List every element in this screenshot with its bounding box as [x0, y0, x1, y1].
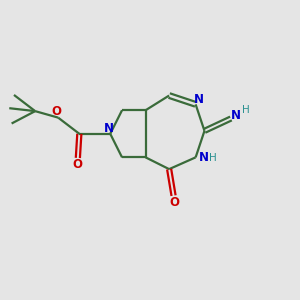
Text: N: N	[231, 109, 241, 122]
Text: O: O	[72, 158, 82, 171]
Text: N: N	[199, 152, 209, 164]
Text: O: O	[170, 196, 180, 208]
Text: N: N	[194, 93, 204, 106]
Text: O: O	[52, 105, 62, 118]
Text: H: H	[242, 105, 250, 115]
Text: N: N	[104, 122, 114, 135]
Text: H: H	[209, 153, 217, 163]
